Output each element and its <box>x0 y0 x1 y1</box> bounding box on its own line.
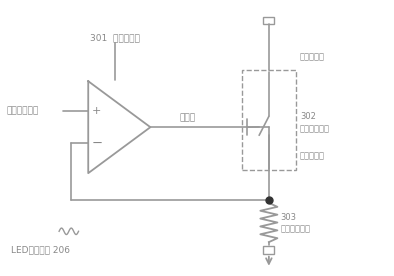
Text: 控制端: 控制端 <box>180 113 196 122</box>
Bar <box>264 246 274 254</box>
Text: 302: 302 <box>300 112 316 121</box>
Text: 303: 303 <box>281 213 297 222</box>
Text: 多路选择开关: 多路选择开关 <box>300 124 330 133</box>
Text: 电流采样电阻: 电流采样电阻 <box>281 225 310 234</box>
Text: LED驱动电路 206: LED驱动电路 206 <box>11 246 70 255</box>
Text: 电流基准电压: 电流基准电压 <box>7 107 39 115</box>
Text: 开关输出端: 开关输出端 <box>300 151 325 160</box>
Text: 301  运算放大器: 301 运算放大器 <box>90 33 140 43</box>
Bar <box>242 70 296 171</box>
Text: −: − <box>91 137 102 150</box>
Text: 开关输入端: 开关输入端 <box>300 52 325 61</box>
Bar <box>264 17 274 24</box>
Text: +: + <box>92 106 102 116</box>
